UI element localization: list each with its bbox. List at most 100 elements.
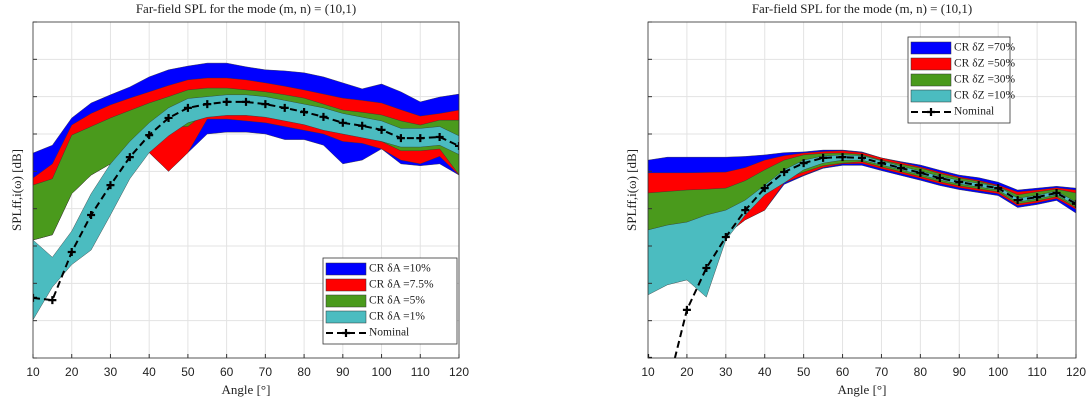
band xyxy=(33,94,459,321)
nominal-marker xyxy=(994,184,1003,193)
x-tick-label: 90 xyxy=(336,365,350,379)
legend-swatch xyxy=(325,294,367,308)
nominal-marker xyxy=(682,305,691,314)
nominal-marker xyxy=(145,131,154,140)
x-tick-label: 120 xyxy=(1066,365,1086,379)
x-tick-label: 100 xyxy=(988,365,1008,379)
x-tick-label: 40 xyxy=(143,365,157,379)
nominal-marker xyxy=(877,159,886,168)
nominal-marker xyxy=(242,97,250,106)
x-axis-label: Angle [°] xyxy=(222,382,271,397)
x-tick-label: 70 xyxy=(259,365,273,379)
nominal-marker xyxy=(916,168,925,177)
x-tick-label: 100 xyxy=(372,365,392,379)
nominal-marker xyxy=(819,153,828,162)
nominal-marker xyxy=(721,233,730,242)
legend-label: CR δA =5% xyxy=(369,295,425,307)
nominal-marker xyxy=(33,293,37,302)
nominal-marker xyxy=(280,103,289,112)
legend-swatch xyxy=(910,89,952,103)
nominal-marker xyxy=(780,168,789,177)
legend-swatch xyxy=(910,57,952,71)
x-tick-label: 40 xyxy=(758,365,772,379)
legend-label: CR δZ =50% xyxy=(954,58,1016,70)
nominal-line xyxy=(33,100,459,302)
legend: CR δZ =70% CR δZ =50% CR δZ =30% CR δZ =10%… xyxy=(907,36,1016,124)
plot-content xyxy=(648,149,1076,392)
nominal-marker xyxy=(222,97,231,106)
y-axis-label: SPLff,i(ω) [dB] xyxy=(624,149,639,231)
legend-label: CR δZ =30% xyxy=(954,74,1016,86)
nominal-marker xyxy=(377,125,386,134)
legend-swatch xyxy=(910,41,952,55)
x-tick-label: 110 xyxy=(1028,365,1047,379)
legend-label: CR δA =7.5% xyxy=(369,279,434,291)
x-axis-label: Angle [°] xyxy=(838,382,887,397)
legend-label: Nominal xyxy=(369,327,409,339)
legend-label: CR δA =1% xyxy=(369,311,425,323)
nominal-marker xyxy=(106,181,115,190)
nominal-marker xyxy=(48,296,57,305)
x-tick-label: 80 xyxy=(297,365,311,379)
x-tick-label: 80 xyxy=(914,365,928,379)
nominal-marker xyxy=(896,163,905,172)
nominal-marker xyxy=(164,113,173,122)
nominal-marker xyxy=(1052,188,1061,197)
x-tick-label: 20 xyxy=(680,365,694,379)
nominal-marker xyxy=(1013,196,1022,205)
nominal-marker xyxy=(838,153,847,162)
nominal-marker xyxy=(760,184,769,193)
nominal-marker xyxy=(300,107,309,116)
x-tick-label: 10 xyxy=(26,365,40,379)
nominal-marker xyxy=(416,134,425,143)
nominal-marker xyxy=(935,174,944,183)
nominal-marker xyxy=(799,159,808,168)
nominal-marker xyxy=(338,118,347,127)
axes-box xyxy=(647,21,1077,359)
nominal-marker xyxy=(319,112,328,121)
nominal-marker xyxy=(858,153,866,162)
chart-title: Far-field SPL for the mode (m, n) = (10,… xyxy=(136,1,356,16)
nominal-marker xyxy=(974,181,983,190)
legend-swatch xyxy=(325,262,367,276)
legend-label: CR δZ =10% xyxy=(954,90,1016,102)
x-tick-label: 50 xyxy=(181,365,195,379)
subplot: 10 20 30 40 50 60 70 80 90 100 110 120 Far-field SPL… xyxy=(624,1,1086,397)
x-tick-label: 30 xyxy=(104,365,118,379)
legend-marker xyxy=(342,329,350,337)
nominal-marker xyxy=(183,103,192,112)
legend: CR δA =10% CR δA =7.5% CR δA =5% CR δA =1% N… xyxy=(322,257,458,345)
nominal-marker xyxy=(261,100,270,109)
nominal-marker xyxy=(67,247,76,256)
nominal-marker xyxy=(203,100,212,109)
x-tick-label: 120 xyxy=(449,365,469,379)
nominal-marker xyxy=(955,178,964,187)
x-tick-label: 10 xyxy=(641,365,655,379)
nominal-marker xyxy=(125,153,134,162)
nominal-marker xyxy=(741,206,750,215)
nominal-marker xyxy=(435,132,444,141)
nominal-marker xyxy=(455,141,459,150)
x-tick-label: 50 xyxy=(797,365,811,379)
nominal-marker xyxy=(396,134,405,143)
x-tick-label: 30 xyxy=(719,365,733,379)
nominal-marker xyxy=(663,384,671,392)
nominal-marker xyxy=(1033,193,1042,202)
legend-label: CR δA =10% xyxy=(369,263,431,275)
nominal-marker xyxy=(87,211,96,220)
nominal-marker xyxy=(358,121,367,130)
y-axis-label: SPLff,i(ω) [dB] xyxy=(9,149,24,231)
chart-title: Far-field SPL for the mode (m, n) = (10,… xyxy=(752,1,972,16)
legend-marker xyxy=(927,108,935,116)
x-tick-label: 90 xyxy=(953,365,967,379)
plot-content xyxy=(33,62,459,321)
nominal-marker xyxy=(1072,199,1076,208)
legend-label: CR δZ =70% xyxy=(954,42,1016,54)
nominal-marker xyxy=(702,264,711,273)
x-tick-label: 110 xyxy=(411,365,430,379)
x-tick-label: 20 xyxy=(65,365,79,379)
legend-swatch xyxy=(325,278,367,292)
axes-box xyxy=(32,21,460,359)
subplot: 10 20 30 40 50 60 70 80 90 100 110 120 Far-field SPL… xyxy=(9,1,469,397)
